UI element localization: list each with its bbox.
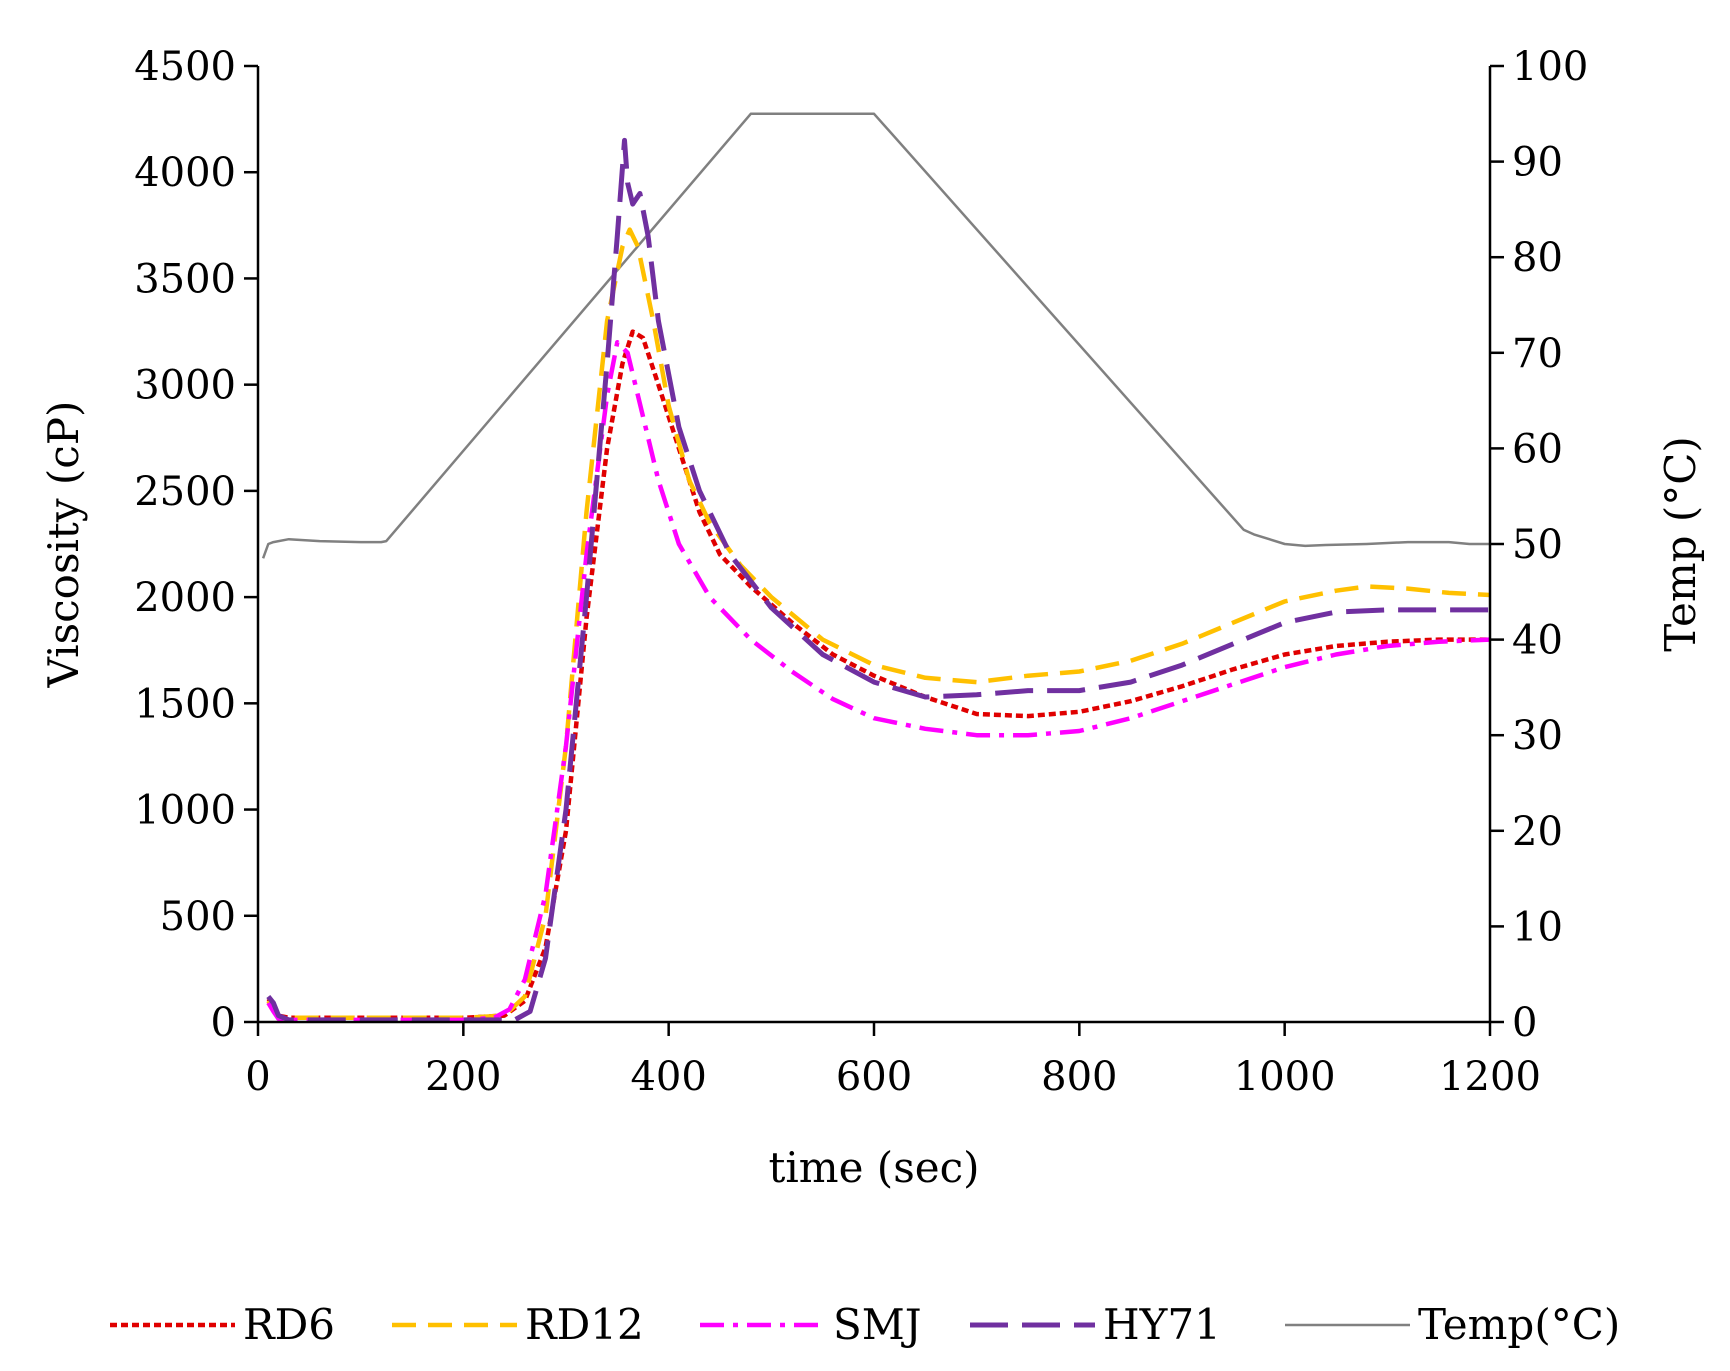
y2-tick-label: 50 [1512, 522, 1563, 568]
axes [256, 66, 1492, 1024]
y-tick-label: 2000 [134, 575, 236, 621]
legend-label: SMJ [833, 1300, 922, 1349]
legend-label: Temp(°C) [1418, 1300, 1620, 1349]
tick-group: 0500100015002000250030003500400045000102… [134, 44, 1588, 1100]
y2-tick-label: 100 [1512, 44, 1588, 90]
legend-label: RD6 [243, 1300, 335, 1349]
x-tick-label: 1000 [1234, 1054, 1336, 1100]
y2-axis-title: Temp (°C) [1656, 436, 1705, 652]
legend-label: HY71 [1103, 1300, 1221, 1349]
y-tick-label: 1000 [134, 788, 236, 834]
plot-lines [261, 112, 1491, 1023]
y2-tick-label: 0 [1512, 1000, 1537, 1046]
series-line-rd6 [266, 329, 1490, 1021]
y2-tick-label: 60 [1512, 426, 1563, 472]
y2-tick-label: 40 [1512, 618, 1563, 664]
y-tick-label: 0 [211, 1000, 236, 1046]
x-tick-label: 600 [836, 1054, 912, 1100]
series-line-temp-c [261, 112, 1490, 559]
y-tick-label: 4500 [134, 44, 236, 90]
y-tick-label: 2500 [134, 469, 236, 515]
y2-tick-label: 30 [1512, 713, 1563, 759]
y-tick-label: 3000 [134, 363, 236, 409]
x-tick-label: 200 [425, 1054, 501, 1100]
series-line-hy71 [266, 137, 1490, 1023]
y-tick-label: 1500 [134, 681, 236, 727]
y-tick-label: 500 [160, 894, 236, 940]
series-line-rd12 [266, 227, 1491, 1021]
x-axis-title: time (sec) [768, 1143, 979, 1192]
y2-tick-label: 20 [1512, 809, 1563, 855]
y2-tick-label: 10 [1512, 904, 1563, 950]
y-axis-title: Viscosity (cP) [39, 401, 88, 689]
legend-label: RD12 [525, 1300, 644, 1349]
x-tick-label: 1200 [1439, 1054, 1541, 1100]
y-tick-label: 3500 [134, 256, 236, 302]
x-tick-label: 0 [245, 1054, 270, 1100]
x-tick-label: 400 [630, 1054, 706, 1100]
y2-tick-label: 90 [1512, 140, 1563, 186]
y2-tick-label: 80 [1512, 235, 1563, 281]
y2-tick-label: 70 [1512, 331, 1563, 377]
x-tick-label: 800 [1041, 1054, 1117, 1100]
legend: RD6 RD12 SMJ HY71 Temp(°C) [110, 1300, 1620, 1349]
y-tick-label: 4000 [134, 150, 236, 196]
